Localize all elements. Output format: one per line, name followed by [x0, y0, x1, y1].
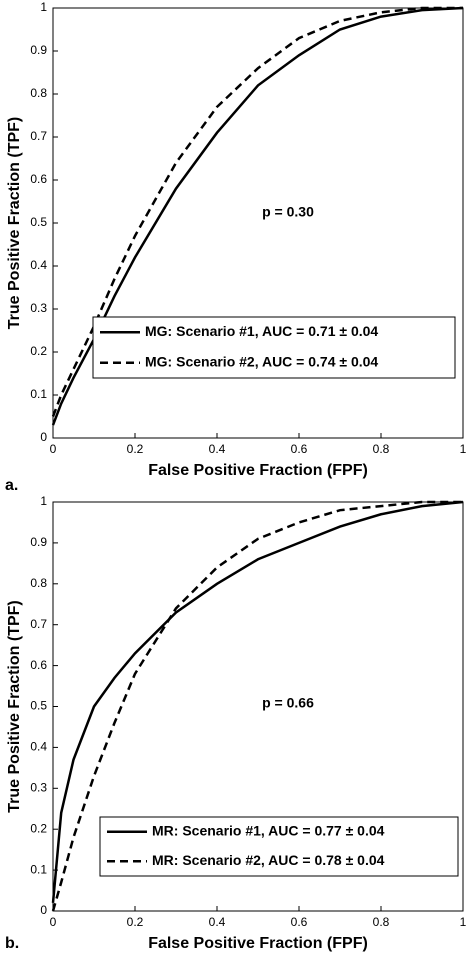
y-tick-label: 0.1	[30, 862, 47, 876]
y-tick-label: 0.3	[30, 780, 47, 794]
roc-curve	[51, 500, 464, 903]
x-tick-label: 0.8	[373, 442, 390, 456]
x-tick-label: 0.6	[291, 915, 308, 929]
y-tick-label: 0.4	[30, 258, 47, 272]
y-tick-label: 0	[40, 430, 47, 444]
y-tick-label: 0.1	[30, 387, 47, 401]
y-tick-label: 0.7	[30, 129, 47, 143]
legend-label: MR: Scenario #2, AUC = 0.78 ± 0.04	[152, 852, 385, 868]
roc-curve	[51, 500, 463, 912]
y-tick-label: 1	[40, 494, 47, 508]
y-tick-label: 0.9	[30, 535, 47, 549]
x-tick-label: 0.8	[373, 915, 390, 929]
y-tick-label: 0.7	[30, 617, 47, 631]
y-tick-label: 0.2	[30, 344, 47, 358]
legend-label: MG: Scenario #2, AUC = 0.74 ± 0.04	[145, 353, 378, 369]
y-tick-label: 0	[40, 903, 47, 917]
roc-curve	[51, 6, 464, 426]
y-tick-label: 0.8	[30, 576, 47, 590]
y-tick-label: 0.4	[30, 740, 47, 754]
annotation: p = 0.30	[262, 204, 314, 220]
x-tick-label: 0.6	[291, 442, 308, 456]
y-axis-label: True Positive Fraction (TPF)	[6, 600, 23, 812]
x-tick-label: 0.2	[127, 442, 144, 456]
y-axis-label: True Positive Fraction (TPF)	[6, 117, 23, 329]
annotation: p = 0.66	[262, 695, 314, 711]
x-tick-label: 0	[50, 915, 57, 929]
y-tick-label: 0.3	[30, 301, 47, 315]
x-axis-label: False Positive Fraction (FPF)	[148, 935, 368, 952]
y-tick-label: 0.5	[30, 699, 47, 713]
y-tick-label: 0.2	[30, 821, 47, 835]
legend-box	[92, 316, 456, 379]
roc-curve	[51, 6, 463, 417]
x-axis-label: False Positive Fraction (FPF)	[148, 462, 368, 479]
x-tick-label: 1	[460, 442, 467, 456]
x-tick-label: 0.2	[127, 915, 144, 929]
y-tick-label: 1	[40, 0, 47, 14]
y-tick-label: 0.6	[30, 658, 47, 672]
y-tick-label: 0.8	[30, 86, 47, 100]
x-tick-label: 0	[50, 442, 57, 456]
x-tick-label: 0.4	[209, 915, 226, 929]
legend-label: MR: Scenario #1, AUC = 0.77 ± 0.04	[152, 822, 385, 838]
y-tick-label: 0.5	[30, 215, 47, 229]
y-tick-label: 0.6	[30, 172, 47, 186]
y-tick-label: 0.9	[30, 43, 47, 57]
panel-label: b.	[5, 935, 19, 952]
x-tick-label: 1	[460, 915, 467, 929]
legend-box	[99, 816, 459, 877]
legend-label: MG: Scenario #1, AUC = 0.71 ± 0.04	[145, 323, 378, 339]
x-tick-label: 0.4	[209, 442, 226, 456]
panel-label: a.	[5, 477, 18, 494]
